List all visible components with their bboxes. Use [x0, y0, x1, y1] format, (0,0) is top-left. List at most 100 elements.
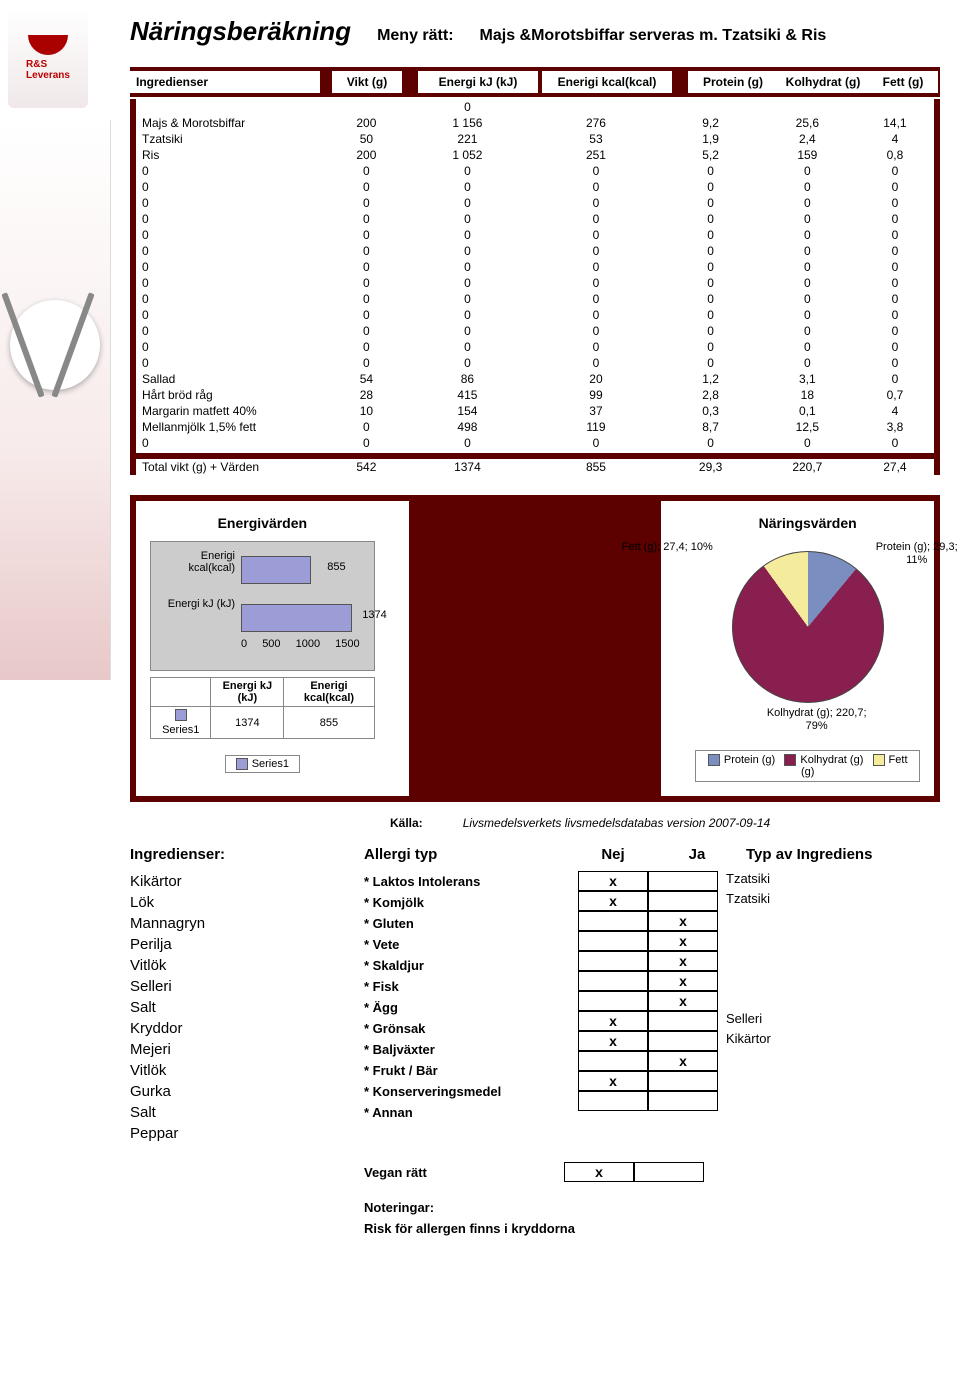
allergy-row: x Tzatsiki [578, 891, 926, 911]
ingredient-item: Vitlök [130, 1060, 350, 1081]
col-fett: Fett (g) [868, 71, 938, 93]
allergy-yes-box [648, 1091, 718, 1111]
allergy-no-box [578, 1051, 648, 1071]
allergy-name: * Ägg [364, 997, 564, 1018]
allergy-ingredient-type: Kikärtor [718, 1031, 926, 1051]
allergy-yes-box: x [648, 991, 718, 1011]
pie-chart [732, 551, 884, 703]
ingredient-item: Perilja [130, 934, 350, 955]
allergy-grid: xTzatsikixTzatsikixxxxxxSellerixKikärtor… [578, 871, 926, 1144]
energy-chart-title: Energivärden [150, 515, 375, 531]
allergy-name: * Komjölk [364, 892, 564, 913]
allergy-ingredient-type [718, 1051, 926, 1071]
allergy-no-box [578, 991, 648, 1011]
allergy-yes-box [648, 1011, 718, 1031]
col-kolhydrat: Kolhydrat (g) [778, 71, 868, 93]
table-row: 0000000 [133, 179, 937, 195]
bar-label-kj: Energi kJ (kJ) [155, 598, 235, 610]
allergy-row: x [578, 951, 926, 971]
bar-value-1: 1374 [362, 609, 386, 621]
allergy-no-box: x [578, 1011, 648, 1031]
logo-text: R&SLeverans [26, 59, 70, 81]
table-row: 0000000 [133, 355, 937, 371]
ingredient-item: Mejeri [130, 1039, 350, 1060]
allergy-row: x [578, 1071, 926, 1091]
allergy-name: * Skaldjur [364, 955, 564, 976]
table-row: 0000000 [133, 163, 937, 179]
allergy-yes-box [648, 1071, 718, 1091]
allergy-row: x Kikärtor [578, 1031, 926, 1051]
allergy-row: x Selleri [578, 1011, 926, 1031]
pie-label-fett: Fett (g); 27,4; 10% [622, 541, 713, 554]
nutrition-table: 0Majs & Morotsbiffar2001 1562769,225,614… [130, 99, 940, 475]
allergy-row: x [578, 991, 926, 1011]
allergy-row: x [578, 971, 926, 991]
ingredient-item: Selleri [130, 976, 350, 997]
allergy-type-list: * Laktos Intolerans* Komjölk* Gluten* Ve… [364, 871, 564, 1144]
table-row: 0000000 [133, 435, 937, 451]
table-row: 0000000 [133, 275, 937, 291]
allergy-ingredient-type: Tzatsiki [718, 891, 926, 911]
allergy-ingredient-type [718, 931, 926, 951]
notes-block: Noteringar: Risk för allergen finns i kr… [364, 1200, 940, 1236]
ingredient-item: Kikärtor [130, 871, 350, 892]
allergy-no-box: x [578, 891, 648, 911]
series-legend: Series1 [225, 755, 300, 773]
allergy-name: * Fisk [364, 976, 564, 997]
energy-bar-chart: Enerigi kcal(kcal) 855 Energi kJ (kJ) 13… [150, 541, 375, 671]
col-protein: Protein (g) [688, 71, 778, 93]
table-row: Majs & Morotsbiffar2001 1562769,225,614,… [133, 115, 937, 131]
allergy-row: x Tzatsiki [578, 871, 926, 891]
ingredient-item: Vitlök [130, 955, 350, 976]
energy-legend-table: Energi kJ (kJ)Enerigi kcal(kcal) Series1… [150, 677, 375, 739]
allergy-header: Ingredienser: Allergi typ Nej Ja Typ av … [130, 846, 940, 863]
allergy-name: * Konserveringsmedel [364, 1081, 564, 1102]
table-row: 0000000 [133, 211, 937, 227]
source-line: Källa:Livsmedelsverkets livsmedelsdataba… [390, 816, 940, 830]
allergy-ingredient-type: Tzatsiki [718, 871, 926, 891]
allergy-no-box [578, 931, 648, 951]
side-photo [0, 120, 111, 680]
allergy-name: * Gluten [364, 913, 564, 934]
menu-label: Meny rätt: [377, 27, 453, 45]
allergy-no-box: x [578, 1031, 648, 1051]
col-kj: Energi kJ (kJ) [418, 71, 538, 93]
allergy-ingredient-type: Selleri [718, 1011, 926, 1031]
ingredient-item: Salt [130, 1102, 350, 1123]
table-row: 0000000 [133, 323, 937, 339]
dish-name: Majs &Morotsbiffar serveras m. Tzatsiki … [480, 27, 827, 45]
allergy-name: * Grönsak [364, 1018, 564, 1039]
table-row: 0000000 [133, 259, 937, 275]
col-kcal: Enerigi kcal(kcal) [542, 71, 672, 93]
table-row: Tzatsiki50221531,92,44 [133, 131, 937, 147]
ingredient-item: Salt [130, 997, 350, 1018]
allergy-row [578, 1091, 926, 1111]
allergy-ingredient-type [718, 991, 926, 1011]
allergy-name: * Baljväxter [364, 1039, 564, 1060]
ingredient-item: Lök [130, 892, 350, 913]
table-row: 0000000 [133, 227, 937, 243]
allergy-no-box [578, 1091, 648, 1111]
table-row: Sallad5486201,23,10 [133, 371, 937, 387]
allergy-yes-box: x [648, 931, 718, 951]
allergy-no-box [578, 911, 648, 931]
bar-label-kcal: Enerigi kcal(kcal) [155, 550, 235, 574]
table-row: 0000000 [133, 339, 937, 355]
table-row: 0000000 [133, 243, 937, 259]
ingredient-list: KikärtorLökMannagrynPeriljaVitlökSelleri… [130, 871, 350, 1144]
bar-axis: 0 500 1000 1500 [241, 638, 360, 650]
table-row: Margarin matfett 40%10154370,30,14 [133, 403, 937, 419]
col-ingredienser: Ingredienser [130, 71, 320, 93]
allergy-no-box [578, 951, 648, 971]
pie-legend: Protein (g) Kolhydrat (g) Fett (g) [695, 750, 920, 782]
allergy-row: x [578, 1051, 926, 1071]
allergy-name: * Laktos Intolerans [364, 871, 564, 892]
brand-logo: R&SLeverans [8, 8, 88, 108]
allergy-no-box: x [578, 871, 648, 891]
nutrition-header: Ingredienser Vikt (g) Energi kJ (kJ) Ene… [130, 67, 940, 97]
allergy-name: * Frukt / Bär [364, 1060, 564, 1081]
allergy-ingredient-type [718, 911, 926, 931]
allergy-name: * Annan [364, 1102, 564, 1123]
page-title: Näringsberäkning [130, 16, 351, 47]
ingredient-item: Kryddor [130, 1018, 350, 1039]
